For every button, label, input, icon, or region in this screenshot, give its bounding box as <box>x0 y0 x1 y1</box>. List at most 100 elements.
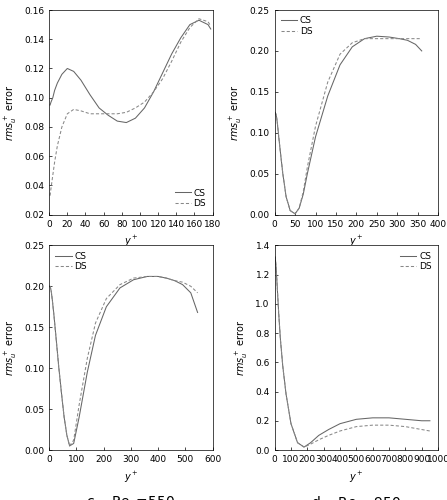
CS <box>288 420 294 426</box>
DS <box>56 364 61 370</box>
DS <box>51 314 57 320</box>
DS <box>396 36 402 42</box>
DS <box>156 274 161 280</box>
DS <box>274 115 279 121</box>
CS <box>337 62 343 68</box>
DS <box>78 108 84 114</box>
DS <box>427 428 433 434</box>
DS <box>313 123 318 129</box>
CS <box>62 414 67 420</box>
CS <box>280 364 286 370</box>
DS <box>283 194 289 200</box>
CS <box>131 276 136 282</box>
CS <box>47 284 53 290</box>
CS <box>295 440 300 446</box>
DS <box>84 356 90 362</box>
CS <box>180 282 186 288</box>
DS <box>151 89 156 95</box>
Line: CS: CS <box>275 257 430 447</box>
CS <box>427 418 433 424</box>
CS <box>142 105 147 111</box>
DS <box>374 36 380 42</box>
CS <box>296 205 302 211</box>
CS <box>64 432 70 438</box>
CS <box>65 66 70 71</box>
CS <box>337 420 343 426</box>
CS <box>278 336 283 342</box>
Y-axis label: $rms_u^+$ error: $rms_u^+$ error <box>234 319 250 376</box>
DS <box>52 159 57 165</box>
CS <box>67 443 72 449</box>
CS <box>164 275 169 281</box>
CS <box>386 415 392 421</box>
CS <box>55 80 60 86</box>
CS <box>59 390 64 396</box>
DS <box>196 16 202 22</box>
DS <box>405 36 410 42</box>
DS <box>160 76 165 82</box>
CS <box>47 102 53 108</box>
DS <box>67 443 72 449</box>
DS <box>93 320 98 326</box>
DS <box>133 105 138 111</box>
DS <box>287 208 293 214</box>
CS <box>48 99 54 105</box>
DS <box>48 186 54 192</box>
CS <box>275 122 280 128</box>
CS <box>316 432 321 438</box>
DS <box>76 402 82 408</box>
DS <box>50 172 55 178</box>
CS <box>326 426 331 432</box>
Legend: CS, DS: CS, DS <box>279 14 314 38</box>
CS <box>76 414 82 420</box>
CS <box>396 36 402 42</box>
CS <box>413 42 418 48</box>
DS <box>124 110 129 116</box>
DS <box>272 254 278 260</box>
DS <box>50 298 55 304</box>
Line: DS: DS <box>275 38 422 214</box>
CS <box>93 332 98 338</box>
CS <box>160 70 165 76</box>
DS <box>188 284 194 290</box>
DS <box>273 263 278 269</box>
DS <box>295 440 300 446</box>
CS <box>362 36 367 42</box>
CS <box>196 17 202 23</box>
DS <box>419 426 424 432</box>
X-axis label: $y^+$: $y^+$ <box>123 234 138 249</box>
DS <box>273 257 278 263</box>
DS <box>386 422 392 428</box>
DS <box>274 273 279 279</box>
Legend: CS, DS: CS, DS <box>173 186 208 210</box>
DS <box>300 188 306 194</box>
Legend: CS, DS: CS, DS <box>398 250 434 274</box>
CS <box>386 34 392 40</box>
Text: c.   $\mathrm{Re}_\tau$=550: c. $\mathrm{Re}_\tau$=550 <box>86 495 175 500</box>
CS <box>283 392 289 398</box>
CS <box>117 285 122 291</box>
CS <box>275 290 280 296</box>
CS <box>313 134 318 140</box>
DS <box>354 424 359 430</box>
CS <box>47 284 52 290</box>
DS <box>296 205 302 211</box>
DS <box>205 18 211 24</box>
DS <box>142 99 147 105</box>
DS <box>59 124 64 130</box>
CS <box>133 115 138 121</box>
CS <box>276 311 282 317</box>
DS <box>325 79 330 85</box>
CS <box>144 274 150 280</box>
DS <box>195 290 200 296</box>
CS <box>195 310 200 316</box>
X-axis label: $y^+$: $y^+$ <box>123 470 138 484</box>
CS <box>59 72 64 78</box>
CS <box>273 111 278 117</box>
DS <box>87 111 93 117</box>
DS <box>172 278 177 283</box>
CS <box>156 274 161 280</box>
CS <box>370 415 375 421</box>
CS <box>84 369 90 375</box>
DS <box>272 110 278 116</box>
